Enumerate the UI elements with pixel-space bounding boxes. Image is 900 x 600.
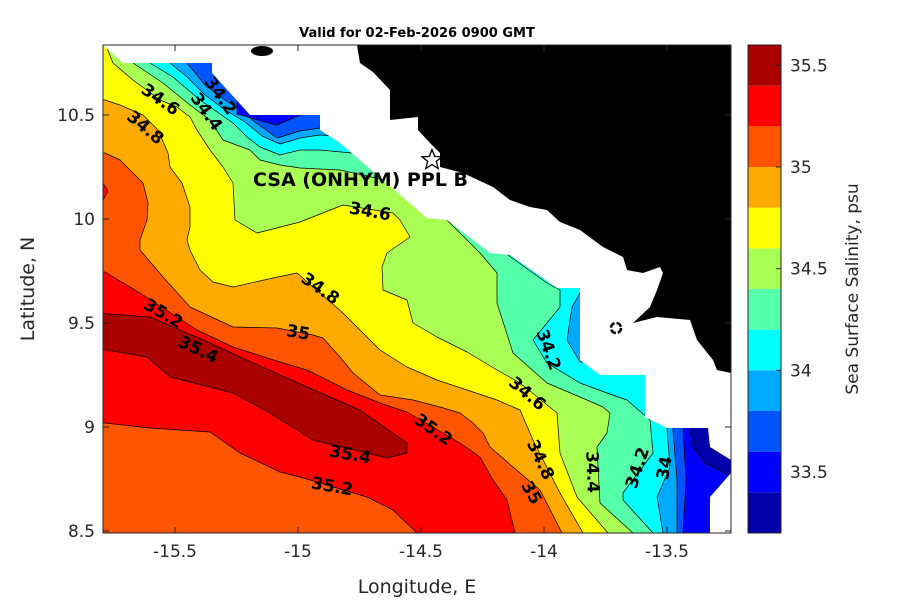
x-axis-label: Longitude, E [358,576,477,598]
contour-label: 34.4 [581,451,602,494]
plot-area: 34.6 34.234.434.834.634.83535.235.435.235… [103,45,731,533]
contour-region-35.2 [103,182,109,201]
colorbar: 35.5 35 34.5 34 33.5 [747,44,828,534]
x-tick-label: -14 [530,542,558,562]
x-tick-label: -13.5 [645,542,689,562]
colorbar-tick-label: 35 [790,158,812,178]
colorbar-swatch-35-35.2 [748,126,781,167]
island [609,321,623,335]
site-annotation-label: CSA (ONHYM) PPL B [253,169,468,191]
colorbar-tick-label: 35.5 [790,56,828,76]
colorbar-swatch-33.6-33.8 [748,411,781,452]
y-axis-label: Latitude, N [17,237,39,342]
colorbar-swatch-33.8-34 [748,370,781,411]
contour-region-35.4 [103,313,408,459]
island [251,46,273,56]
contour-label: 35 [285,321,312,345]
colorbar-swatch-34.6-34.8 [748,207,781,249]
colorbar-swatch-35.4-35.6 [748,45,781,86]
contour-label: 34 [653,454,677,481]
colorbar-swatch-34.2-34.4 [748,289,781,330]
colorbar-swatch-33.4-33.6 [748,451,781,493]
colorbar-tick-label: 33.5 [790,463,828,483]
colorbar-swatch-35.2-35.4 [748,85,781,127]
y-tick-label: 8.5 [68,522,95,542]
colorbar-label: Sea Surface Salinity, psu [843,183,863,394]
colorbar-tick-label: 34 [790,361,812,381]
y-tick-label: 9.5 [68,314,95,334]
colorbar-swatch-33.2-33.4 [748,492,781,533]
colorbar-swatch-34.4-34.6 [748,248,781,289]
y-tick-label: 9 [84,418,95,438]
colorbar-frame [747,44,782,534]
site-star-icon [420,147,444,170]
x-tick-label: -15.5 [153,542,197,562]
y-tick-label: 10 [73,210,95,230]
colorbar-swatch-34.8-35 [748,167,781,208]
colorbar-tick-label: 34.5 [790,260,828,280]
land-mass [357,45,731,373]
colorbar-swatch-34-34.2 [748,329,781,371]
axes: -15.5 -15 -14.5 -14 -13.5 10.5 10 9.5 9 8.5 [57,45,731,562]
plot-frame [102,44,732,534]
x-tick-label: -14.5 [399,542,443,562]
x-tick-label: -15 [284,542,312,562]
y-tick-label: 10.5 [57,106,95,126]
chart-title: Valid for 02-Feb-2026 0900 GMT [299,26,535,41]
